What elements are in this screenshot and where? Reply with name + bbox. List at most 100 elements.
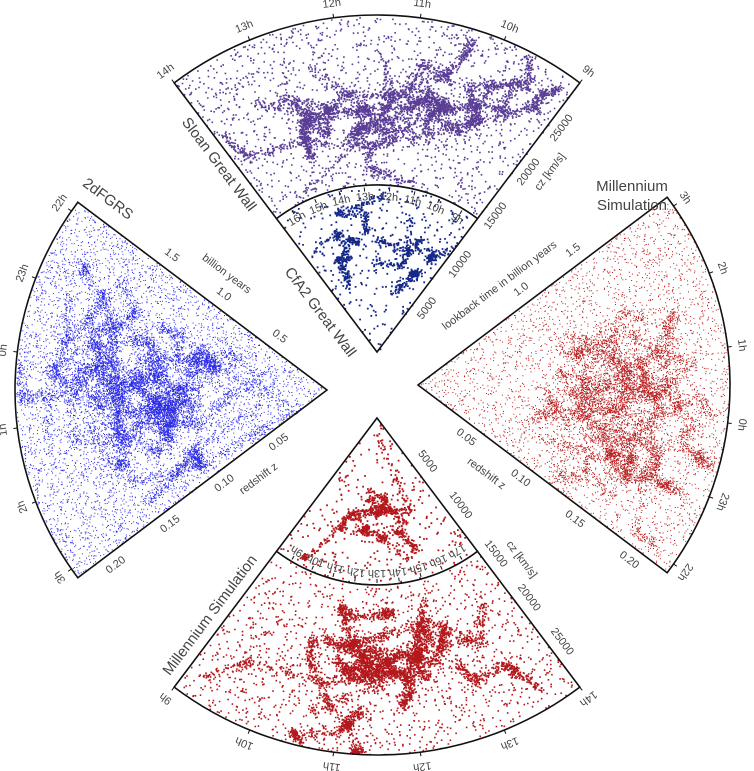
- tick: [419, 752, 422, 757]
- galaxy-dots: [421, 202, 730, 570]
- lookback-label: 1.0: [214, 285, 233, 304]
- cz-label: 5000: [415, 295, 439, 322]
- ra-label: 9h: [289, 543, 306, 560]
- lookback-label: 0.5: [270, 327, 289, 346]
- tick: [314, 198, 317, 204]
- tick: [291, 555, 295, 560]
- ra-label: 22h: [675, 561, 695, 583]
- tick: [332, 752, 335, 757]
- redshift-label: 0.15: [563, 508, 587, 530]
- tick: [354, 577, 356, 582]
- ra-label: 13h: [499, 734, 521, 752]
- wedge-background: [276, 184, 478, 352]
- galaxy-dots: [16, 209, 323, 576]
- tick: [31, 501, 36, 504]
- tick: [503, 36, 507, 41]
- ra-label: 23h: [714, 491, 732, 512]
- galaxy-dots: [177, 17, 570, 215]
- ra-label: 23h: [14, 262, 32, 283]
- redshift-label: 0.10: [508, 467, 532, 489]
- ra-label: 9h: [157, 690, 174, 707]
- redshift-label: 0.10: [212, 472, 236, 494]
- redshift-label: 0.15: [158, 513, 182, 535]
- ra-label: 13h: [234, 18, 256, 36]
- ra-label: 15h: [408, 559, 429, 575]
- wedge-outline: [275, 184, 479, 354]
- tick: [459, 555, 463, 560]
- tick: [171, 686, 175, 691]
- ra-label: 0h: [0, 343, 10, 357]
- tick: [413, 191, 416, 196]
- ra-label: 1h: [0, 423, 10, 437]
- ra-label: 1h: [735, 338, 748, 352]
- wedge-outline: [173, 550, 581, 756]
- redshift-label: 0.05: [454, 426, 478, 448]
- tick: [332, 13, 335, 18]
- ra-label: 10h: [499, 18, 521, 36]
- ra-label: 3h: [51, 569, 68, 586]
- tick: [67, 568, 72, 572]
- galaxy-dots: [183, 556, 573, 756]
- tick: [311, 565, 314, 570]
- ra-label: 14h: [155, 61, 177, 82]
- ra-label: 3h: [677, 190, 694, 207]
- lookback-label: 1.5: [162, 246, 181, 265]
- tick: [67, 208, 72, 212]
- ra-label: 2h: [715, 260, 731, 276]
- lookback-label: 1.5: [564, 241, 583, 260]
- ra-label: 2h: [15, 499, 31, 515]
- ra-label: 11h: [403, 193, 423, 209]
- tick: [673, 563, 678, 567]
- cz-title: cz [km/s]: [504, 539, 540, 581]
- ra-label: 14h: [388, 564, 408, 578]
- panel-title: Millennium: [596, 178, 668, 195]
- tick: [171, 79, 175, 84]
- ra-label: 0h: [735, 418, 748, 432]
- tick: [247, 36, 251, 41]
- ra-label: 22h: [50, 192, 70, 214]
- redshift-title: redshift z: [237, 461, 280, 497]
- tick: [291, 210, 295, 215]
- galaxy-dots: [284, 187, 469, 351]
- tick: [709, 271, 714, 274]
- redshift-title: redshift z: [465, 456, 508, 492]
- panel-title: Simulation: [597, 197, 667, 214]
- tick: [673, 203, 678, 207]
- tick: [437, 198, 440, 204]
- tick: [709, 496, 714, 499]
- wedge-outline: [14, 201, 329, 579]
- ra-label: 10h: [234, 734, 256, 752]
- galaxy-dots: [280, 423, 468, 583]
- ra-label: 12h: [379, 191, 398, 204]
- tick: [503, 729, 507, 734]
- redshift-label: 0.20: [104, 554, 128, 576]
- tick: [440, 565, 443, 570]
- lookback-label: 1.0: [512, 280, 531, 299]
- redshift-label: 0.05: [267, 431, 291, 453]
- tick: [332, 573, 335, 578]
- cz-title: cz [km/s]: [532, 151, 568, 193]
- tick: [31, 276, 36, 279]
- ra-label: 9h: [580, 63, 597, 80]
- ra-label: 13h: [368, 567, 386, 579]
- tick: [579, 79, 583, 84]
- wedge-outline: [416, 196, 731, 574]
- ra-label: 11h: [413, 0, 432, 11]
- redshift-label: 0.20: [617, 549, 641, 571]
- ra-label: 12h: [322, 0, 342, 11]
- tick: [419, 573, 422, 578]
- ra-label: 14h: [577, 688, 599, 709]
- tick: [459, 210, 463, 215]
- ra-label: 12h: [346, 564, 366, 578]
- tick: [247, 729, 251, 734]
- cz-label: 5000: [415, 448, 439, 475]
- ra-label: 14h: [331, 193, 352, 209]
- tick: [579, 686, 583, 691]
- ra-label: 9h: [449, 211, 466, 228]
- ra-label: 13h: [355, 191, 374, 204]
- ra-label: 11h: [325, 559, 345, 575]
- tick: [398, 577, 400, 582]
- tick: [338, 191, 341, 196]
